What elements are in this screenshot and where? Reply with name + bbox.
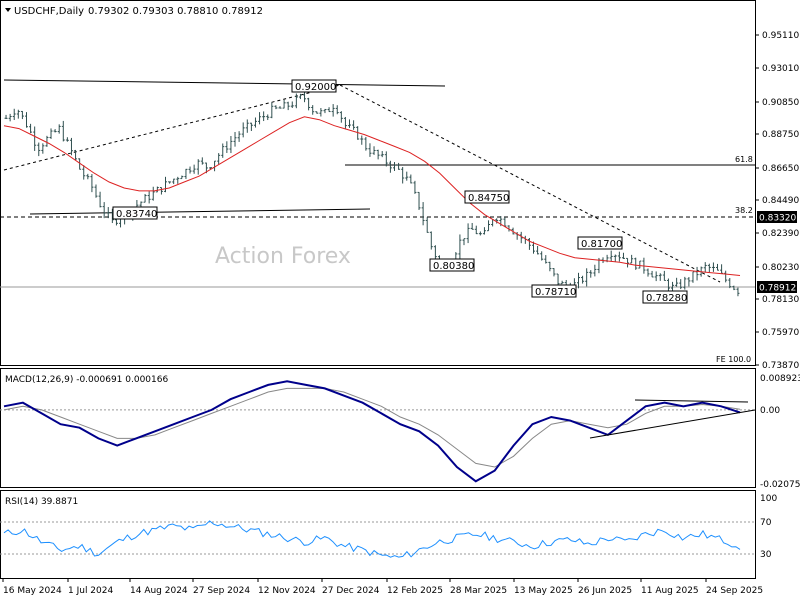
macd-tick-label: 0.00	[760, 406, 780, 416]
x-tick-label: 27 Dec 2024	[322, 586, 380, 596]
watermark: Action Forex	[215, 244, 351, 269]
annotation-box	[531, 284, 577, 298]
macd-resistance-line	[634, 399, 749, 403]
rsi-tick-label: 100	[760, 494, 777, 504]
price-annotations: 0.92000 0.83740 0.84750 0.80380 0.81700 0.787…	[112, 79, 688, 304]
uptrend-dashed-line	[3, 84, 341, 171]
price-tick-label: 0.95110	[762, 31, 799, 41]
annotation-label: 0.83740	[116, 209, 157, 220]
annotation-box	[464, 190, 510, 204]
annotation-box	[291, 79, 337, 93]
fib-61-label: 61.8	[735, 155, 753, 164]
current-price-label: 0.78912	[759, 284, 796, 294]
annotation-label: 0.84750	[468, 193, 509, 204]
price-tick-label: 0.73870	[762, 361, 799, 371]
annotation-box	[642, 290, 688, 304]
annotation-box	[577, 236, 623, 250]
price-tick-label: 0.93010	[762, 64, 799, 74]
annotation-label: 0.78710	[535, 287, 576, 298]
x-tick-label: 16 May 2024	[3, 586, 62, 596]
annotation-label: 0.80380	[433, 261, 474, 272]
lower-channel-line	[29, 208, 371, 215]
annotation-label: 0.92000	[295, 82, 336, 93]
price-tick-label: 0.82390	[762, 229, 799, 239]
price-tick-label: 0.80230	[762, 263, 799, 273]
price-tick-label: 0.75970	[762, 328, 799, 338]
ohlc-values: 0.79302 0.79303 0.78810 0.78912	[88, 6, 263, 17]
rsi-plot: 100 70 30	[0, 494, 777, 560]
price-tick-label: 0.90850	[762, 98, 799, 108]
x-tick-label: 14 Aug 2024	[130, 586, 188, 596]
macd-signal-line	[3, 387, 741, 468]
fib-38-label: 38.2	[735, 206, 753, 215]
downtrend-dashed-line	[339, 84, 721, 283]
price-panel	[0, 0, 756, 366]
rsi-panel	[0, 490, 756, 579]
price-tick-label: 0.84490	[762, 196, 799, 206]
x-tick-label: 27 Sep 2024	[193, 586, 250, 596]
rsi-line	[3, 520, 741, 558]
x-tick-label: 12 Feb 2025	[387, 586, 443, 596]
macd-tick-label: 0.008923	[760, 374, 800, 384]
price-tick-label: 0.86650	[762, 164, 799, 174]
price-overlays: 61.8 38.2 FE 100.0	[0, 79, 755, 364]
rsi-label: RSI(14) 39.8871	[5, 497, 78, 507]
x-tick-label: 13 May 2025	[514, 586, 573, 596]
annotation-box	[429, 258, 475, 272]
macd-plot: 0.008923 0.00 -0.020759	[0, 374, 800, 490]
x-tick-label: 26 Jun 2025	[578, 586, 632, 596]
candles	[3, 89, 741, 297]
annotation-label: 0.81700	[581, 239, 622, 250]
upper-channel-line	[3, 79, 446, 87]
rsi-tick-label: 70	[760, 518, 772, 528]
macd-label: MACD(12,26,9) -0.000691 0.000166	[5, 375, 168, 385]
current-price-label-box	[757, 281, 797, 293]
macd-tick-label: -0.020759	[760, 480, 800, 490]
fe-100-label: FE 100.0	[716, 355, 751, 364]
x-tick-label: 28 Mar 2025	[450, 586, 507, 596]
annotation-box	[112, 206, 158, 220]
price-tick-label: 0.78130	[762, 295, 799, 305]
moving-average-line	[3, 116, 741, 276]
symbol-label: USDCHF,Daily	[14, 6, 84, 17]
level-label-box	[757, 211, 797, 223]
macd-line	[3, 380, 741, 483]
macd-panel	[0, 368, 756, 488]
price-tick-label: 0.88750	[762, 130, 799, 140]
price-axis: 0.95110 0.93010 0.90850 0.88750 0.86650 0.844…	[755, 31, 799, 371]
level-label: 0.83320	[759, 214, 796, 224]
rsi-tick-label: 30	[760, 550, 772, 560]
x-tick-label: 24 Sep 2025	[706, 586, 763, 596]
x-tick-label: 11 Aug 2025	[641, 586, 699, 596]
macd-trendline	[589, 409, 756, 439]
x-tick-label: 12 Nov 2024	[258, 586, 316, 596]
symbol-dropdown-icon[interactable]	[5, 8, 11, 12]
x-axis: 16 May 2024 1 Jul 2024 14 Aug 2024 27 Sep 2…	[2, 578, 763, 596]
x-tick-label: 1 Jul 2024	[68, 586, 113, 596]
annotation-label: 0.78280	[646, 293, 687, 304]
